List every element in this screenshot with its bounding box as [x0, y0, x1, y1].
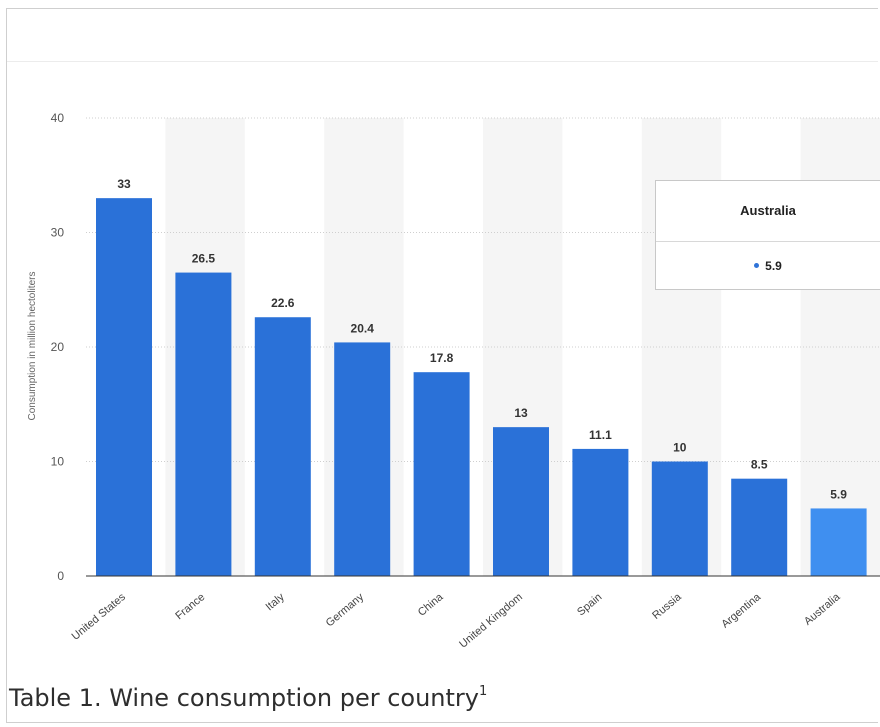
- bar[interactable]: [413, 372, 470, 576]
- bar[interactable]: [651, 461, 708, 577]
- data-label: 17.8: [430, 351, 454, 365]
- bar[interactable]: [254, 317, 311, 576]
- bars: [96, 198, 867, 576]
- category-label: Argentina: [719, 591, 763, 631]
- bar[interactable]: [731, 478, 788, 576]
- category-label: United States: [70, 591, 129, 643]
- y-tick-label: 30: [51, 226, 65, 240]
- y-tick-label: 0: [57, 569, 64, 583]
- data-label: 5.9: [830, 487, 847, 501]
- tooltip-value: 5.9: [765, 259, 782, 273]
- category-label: Spain: [575, 591, 604, 618]
- data-label: 10: [673, 441, 687, 455]
- data-label: 33: [117, 177, 131, 191]
- bar[interactable]: [572, 448, 629, 576]
- data-labels: 33 26.5 22.6 20.4 17.8 13 11.1 10 8.5 5.9: [117, 177, 847, 501]
- bar-chart: 0 10 20 30 40 Consumption in million hectoli…: [27, 111, 880, 651]
- y-tick-label: 10: [51, 455, 65, 469]
- tooltip-title: Australia: [656, 181, 880, 242]
- y-tick-label: 20: [51, 340, 65, 354]
- bar[interactable]: [175, 272, 232, 576]
- series-dot-icon: [754, 263, 760, 269]
- category-label: Russia: [650, 591, 684, 622]
- bar[interactable]: [96, 198, 152, 576]
- bar[interactable]: [493, 427, 549, 576]
- bar[interactable]: [334, 342, 391, 576]
- caption-footnote: 1: [479, 684, 488, 699]
- data-label: 22.6: [271, 296, 295, 310]
- y-axis-title: Consumption in million hectoliters: [27, 272, 38, 421]
- data-label: 26.5: [192, 252, 216, 266]
- y-axis-ticks: 0 10 20 30 40: [51, 111, 65, 583]
- y-tick-label: 40: [51, 111, 65, 125]
- data-label: 11.1: [589, 428, 612, 442]
- category-label: Italy: [264, 591, 288, 613]
- table-caption: Table 1. Wine consumption per country1: [9, 684, 487, 712]
- tooltip-body: 5.9: [656, 242, 880, 290]
- data-label: 13: [514, 406, 528, 420]
- caption-text: Table 1. Wine consumption per country: [9, 684, 479, 712]
- data-label: 8.5: [751, 458, 768, 472]
- bar[interactable]: [810, 508, 867, 576]
- category-label: France: [173, 591, 207, 622]
- tooltip: Australia 5.9: [655, 180, 880, 290]
- category-label: China: [416, 591, 446, 619]
- category-label: Australia: [802, 591, 843, 628]
- chart-header-strip: [7, 9, 878, 62]
- category-labels: United States France Italy Germany China Unit…: [70, 591, 844, 651]
- data-label: 20.4: [351, 321, 375, 335]
- category-label: Germany: [324, 591, 367, 630]
- category-label: United Kingdom: [457, 591, 525, 651]
